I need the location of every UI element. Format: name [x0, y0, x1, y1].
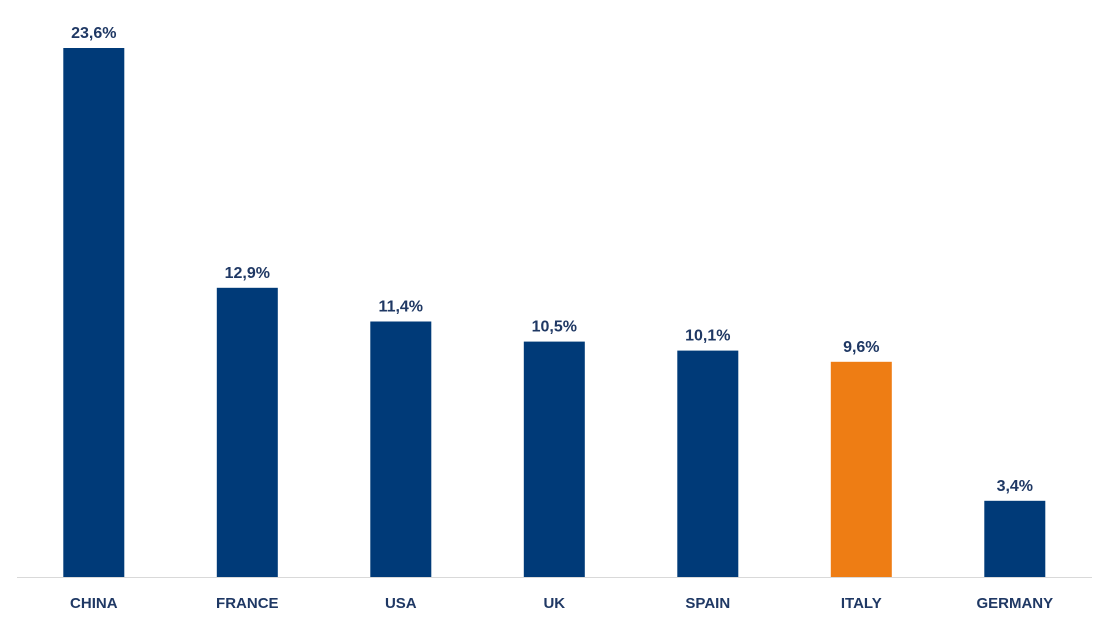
category-label-france: FRANCE	[216, 595, 279, 612]
bar-france	[216, 287, 278, 577]
bar-germany	[984, 500, 1046, 577]
bar-italy	[830, 361, 892, 577]
category-label-uk: UK	[543, 595, 565, 612]
category-label-china: CHINA	[70, 595, 118, 612]
value-label-china: 23,6%	[71, 25, 116, 42]
bar-china	[63, 48, 125, 577]
value-label-france: 12,9%	[225, 265, 270, 282]
value-label-italy: 9,6%	[843, 339, 879, 356]
value-label-uk: 10,5%	[532, 319, 577, 336]
value-label-spain: 10,1%	[685, 328, 730, 345]
category-label-spain: SPAIN	[685, 595, 730, 612]
category-label-germany: GERMANY	[976, 595, 1053, 612]
category-labels-group: CHINA FRANCE USA UK SPAIN ITALY GERMANY	[70, 595, 1053, 612]
bar-usa	[370, 321, 432, 577]
value-labels-group: 23,6% 12,9% 11,4% 10,5% 10,1% 9,6% 3,4%	[71, 25, 1033, 495]
bar-spain	[677, 350, 739, 577]
value-label-usa: 11,4%	[379, 299, 423, 316]
bar-uk	[523, 341, 585, 577]
category-label-italy: ITALY	[841, 595, 882, 612]
bars-group	[63, 48, 1046, 577]
category-label-usa: USA	[385, 595, 417, 612]
value-label-germany: 3,4%	[997, 478, 1033, 495]
